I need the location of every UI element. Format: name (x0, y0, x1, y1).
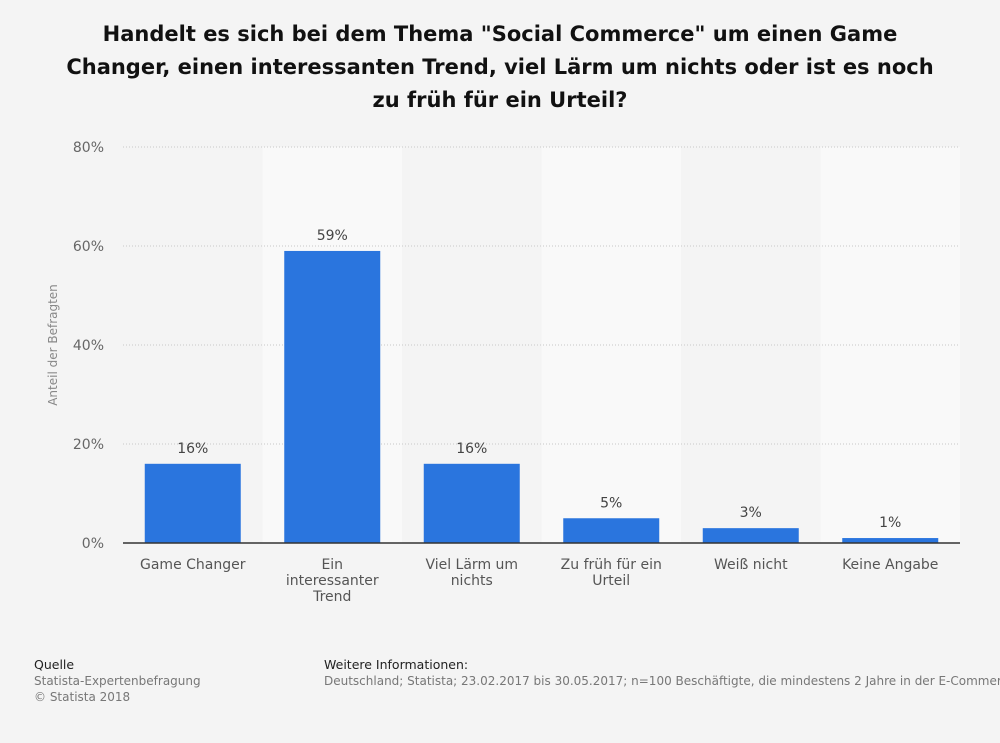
x-tick-label: Game Changer (140, 557, 246, 573)
info-block: Weitere Informationen: Deutschland; Stat… (324, 657, 1000, 689)
data-label: 3% (740, 505, 762, 521)
y-tick-label: 40% (73, 338, 104, 354)
bar (144, 463, 241, 543)
y-tick-label: 0% (82, 536, 104, 552)
y-axis-label: Anteil der Befragten (46, 284, 60, 406)
data-label: 1% (879, 515, 901, 531)
bar (423, 463, 520, 543)
data-label: 16% (456, 441, 487, 457)
source-heading: Quelle (34, 657, 75, 672)
bar (702, 528, 799, 543)
y-tick-label: 60% (73, 239, 104, 255)
chart-title: Handelt es sich bei dem Thema "Social Co… (66, 22, 934, 112)
source-block: Quelle Statista-Expertenbefragung © Stat… (34, 657, 201, 705)
y-tick-label: 20% (73, 437, 104, 453)
x-tick-label: Keine Angabe (842, 557, 938, 573)
bar (563, 518, 660, 543)
x-tick-label: Weiß nicht (714, 557, 788, 573)
bar (284, 250, 381, 543)
x-tick-label: Urteil (592, 573, 630, 589)
x-tick-label: interessanter (286, 573, 379, 589)
info-text: Deutschland; Statista; 23.02.2017 bis 30… (324, 674, 1000, 688)
data-label: 16% (177, 441, 208, 457)
x-tick-label: Trend (312, 589, 351, 605)
info-heading: Weitere Informationen: (324, 657, 469, 672)
source-text: Statista-Expertenbefragung (34, 674, 201, 688)
x-tick-label: Zu früh für ein (561, 557, 662, 573)
x-tick-label: Viel Lärm um (425, 557, 518, 573)
y-tick-label: 80% (73, 140, 104, 156)
data-label: 59% (317, 228, 348, 244)
data-label: 5% (600, 495, 622, 511)
copyright-text: © Statista 2018 (34, 690, 131, 704)
x-tick-label: Ein (321, 557, 343, 573)
bar (842, 538, 939, 543)
x-tick-label: nichts (451, 573, 493, 589)
